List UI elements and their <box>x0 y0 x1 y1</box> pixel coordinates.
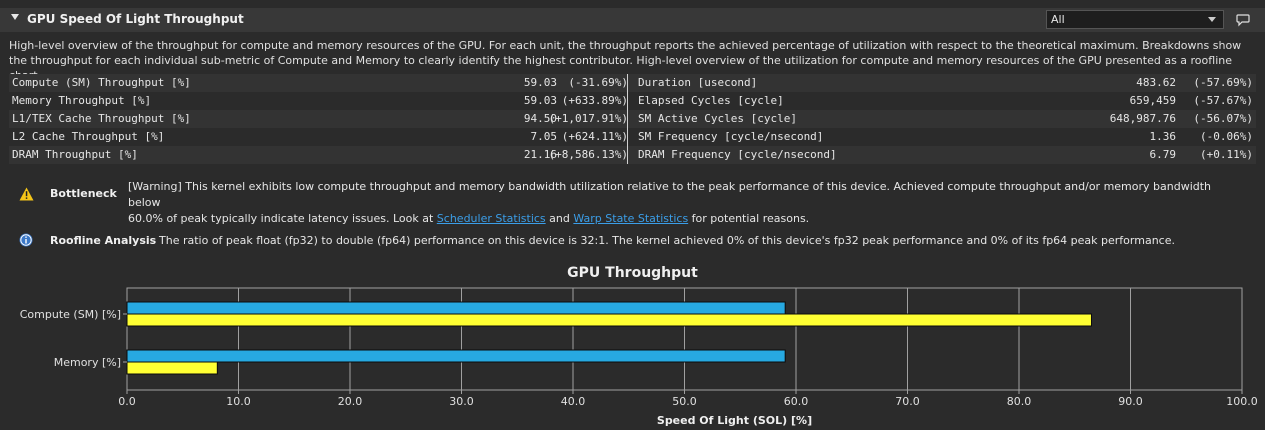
collapse-arrow-icon[interactable] <box>11 14 19 20</box>
metric-delta: (-57.69%) <box>1193 76 1253 89</box>
metric-delta: (+624.11%) <box>561 130 628 143</box>
y-category-label: Memory [%] <box>54 356 121 369</box>
metrics-divider <box>627 74 628 164</box>
warp-state-statistics-link[interactable]: Warp State Statistics <box>573 212 689 225</box>
bottleneck-message: [Warning] This kernel exhibits low compu… <box>128 179 1238 227</box>
metric-name: SM Active Cycles [cycle] <box>638 112 797 125</box>
comment-icon[interactable] <box>1235 12 1251 28</box>
metric-value: 483.62 <box>1136 76 1176 89</box>
metric-value: 648,987.76 <box>1109 112 1176 125</box>
metrics-row: Compute (SM) Throughput [%] 59.03 (-31.69%… <box>9 74 1256 92</box>
metrics-row: Memory Throughput [%] 59.03 (+633.89%) Elap… <box>9 92 1256 110</box>
metric-value: 59.03 <box>523 94 557 107</box>
metric-delta: (+0.11%) <box>1200 148 1253 161</box>
metric-delta: (+1,017.91%) <box>548 112 628 125</box>
metrics-row: L2 Cache Throughput [%] 7.05 (+624.11%) SM … <box>9 128 1256 146</box>
metric-name: L1/TEX Cache Throughput [%] <box>12 112 191 125</box>
x-tick-label: 0.0 <box>118 395 136 408</box>
metrics-row: DRAM Throughput [%] 21.16 (+8,586.13%) DRAM… <box>9 146 1256 164</box>
x-tick-label: 30.0 <box>449 395 474 408</box>
bottleneck-text-line1: [Warning] This kernel exhibits low compu… <box>128 180 1212 209</box>
roofline-message: The ratio of peak float (fp32) to double… <box>159 234 1175 247</box>
chart-title: GPU Throughput <box>567 265 698 281</box>
y-category-label: Compute (SM) [%] <box>20 308 121 321</box>
scheduler-statistics-link[interactable]: Scheduler Statistics <box>436 212 546 225</box>
x-tick-label: 40.0 <box>561 395 586 408</box>
x-tick-label: 50.0 <box>672 395 697 408</box>
bar-memory-series-2 <box>126 361 218 375</box>
x-tick-label: 10.0 <box>226 395 251 408</box>
x-tick-label: 90.0 <box>1118 395 1143 408</box>
metric-value: 1.36 <box>1149 130 1177 143</box>
info-icon <box>19 233 33 247</box>
metric-name: Compute (SM) Throughput [%] <box>12 76 191 89</box>
bar-memory-series-1 <box>126 349 786 363</box>
chevron-down-icon <box>1208 17 1216 22</box>
metric-delta: (-0.06%) <box>1200 130 1253 143</box>
metric-delta: (-56.07%) <box>1193 112 1253 125</box>
metric-name: Elapsed Cycles [cycle] <box>638 94 784 107</box>
roofline-alert: Roofline Analysis The ratio of peak floa… <box>0 232 1265 250</box>
metric-value: 21.16 <box>523 148 557 161</box>
bottleneck-alert: Bottleneck [Warning] This kernel exhibit… <box>0 178 1265 225</box>
metric-value: 59.03 <box>523 76 557 89</box>
roofline-title: Roofline Analysis <box>50 234 157 247</box>
bottleneck-text-and: and <box>545 212 574 225</box>
metric-name: DRAM Frequency [cycle/nsecond] <box>638 148 837 161</box>
filter-dropdown[interactable]: All <box>1046 10 1224 29</box>
metrics-table: Compute (SM) Throughput [%] 59.03 (-31.69%… <box>9 74 1256 164</box>
metric-name: SM Frequency [cycle/nsecond] <box>638 130 824 143</box>
x-axis-label: Speed Of Light (SOL) [%] <box>657 414 812 427</box>
x-tick-label: 70.0 <box>895 395 920 408</box>
metric-name: Memory Throughput [%] <box>12 94 152 107</box>
bar-compute-series-2 <box>126 313 1092 327</box>
metrics-row: L1/TEX Cache Throughput [%] 94.50 (+1,017.… <box>9 110 1256 128</box>
bottleneck-text-end: for potential reasons. <box>688 212 810 225</box>
section-description: High-level overview of the throughput fo… <box>9 39 1242 82</box>
x-tick-label: 60.0 <box>784 395 809 408</box>
metric-delta: (-57.67%) <box>1193 94 1253 107</box>
x-tick-label: 20.0 <box>338 395 363 408</box>
filter-dropdown-value: All <box>1051 13 1065 26</box>
metric-value: 94.50 <box>523 112 557 125</box>
bottleneck-title: Bottleneck <box>50 187 117 200</box>
metric-delta: (+633.89%) <box>561 94 628 107</box>
plot-area <box>126 287 1243 391</box>
warning-icon <box>19 187 34 201</box>
x-tick-label: 80.0 <box>1007 395 1032 408</box>
bar-compute-series-1 <box>126 301 786 315</box>
metric-name: L2 Cache Throughput [%] <box>12 130 165 143</box>
metric-delta: (-31.69%) <box>568 76 628 89</box>
section-title: GPU Speed Of Light Throughput <box>27 12 244 26</box>
metric-name: DRAM Throughput [%] <box>12 148 138 161</box>
section-header[interactable]: GPU Speed Of Light Throughput All <box>0 8 1265 32</box>
bottleneck-text-line2: 60.0% of peak typically indicate latency… <box>128 212 437 225</box>
metric-name: Duration [usecond] <box>638 76 758 89</box>
metric-value: 6.79 <box>1149 148 1177 161</box>
metric-value: 659,459 <box>1129 94 1176 107</box>
metric-delta: (+8,586.13%) <box>548 148 628 161</box>
metric-value: 7.05 <box>530 130 558 143</box>
x-tick-label: 100.0 <box>1226 395 1258 408</box>
